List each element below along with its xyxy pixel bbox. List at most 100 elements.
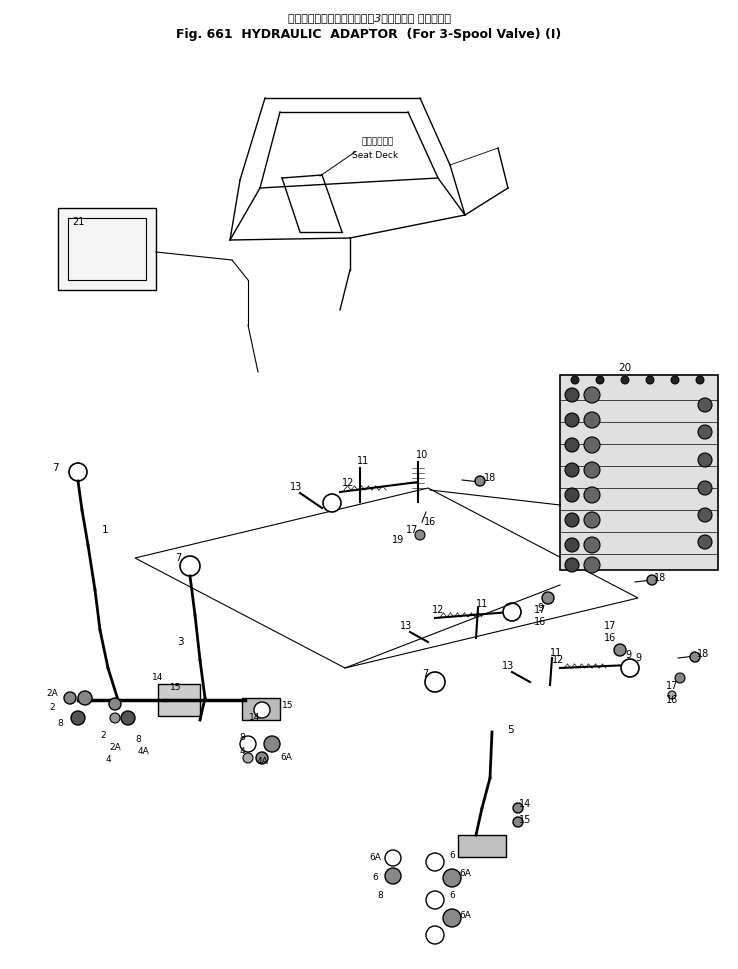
Circle shape — [69, 463, 87, 481]
Text: 9: 9 — [635, 653, 641, 663]
Circle shape — [180, 556, 200, 576]
Text: 17: 17 — [406, 525, 418, 535]
Text: 2A: 2A — [46, 689, 58, 698]
Text: 18: 18 — [484, 473, 496, 483]
Text: 17: 17 — [534, 605, 546, 615]
Circle shape — [565, 463, 579, 477]
Circle shape — [513, 817, 523, 827]
Bar — [68, 218, 146, 280]
Text: 15: 15 — [519, 815, 531, 825]
Text: 12: 12 — [342, 478, 354, 488]
Circle shape — [565, 388, 579, 402]
Circle shape — [668, 691, 676, 699]
Text: 9: 9 — [625, 650, 631, 660]
Circle shape — [71, 711, 85, 725]
Text: 17: 17 — [666, 681, 678, 691]
Circle shape — [647, 575, 657, 585]
Circle shape — [696, 376, 704, 384]
Circle shape — [646, 376, 654, 384]
Text: 6A: 6A — [369, 854, 381, 862]
Text: 14: 14 — [249, 713, 261, 723]
Text: 16: 16 — [666, 695, 678, 705]
Text: 13: 13 — [400, 621, 412, 631]
Circle shape — [698, 535, 712, 549]
Circle shape — [565, 488, 579, 502]
Circle shape — [254, 702, 270, 718]
Circle shape — [565, 513, 579, 527]
Text: 3: 3 — [176, 637, 183, 647]
Text: 6A: 6A — [459, 868, 471, 878]
Circle shape — [385, 868, 401, 884]
Circle shape — [698, 453, 712, 467]
Text: シートデッキ: シートデッキ — [362, 138, 394, 146]
Circle shape — [503, 603, 521, 621]
Circle shape — [426, 853, 444, 871]
Circle shape — [584, 537, 600, 553]
Circle shape — [584, 512, 600, 528]
Text: 21: 21 — [72, 217, 84, 227]
Circle shape — [426, 891, 444, 909]
Bar — [560, 375, 718, 570]
Circle shape — [571, 376, 579, 384]
Circle shape — [698, 425, 712, 439]
Text: 4: 4 — [239, 747, 245, 757]
Circle shape — [78, 691, 92, 705]
Circle shape — [243, 753, 253, 763]
Text: 7: 7 — [52, 463, 58, 473]
Text: 17: 17 — [604, 621, 616, 631]
Text: 6: 6 — [449, 851, 455, 860]
Text: 5: 5 — [507, 725, 514, 735]
Text: 7: 7 — [422, 669, 428, 679]
Text: 1: 1 — [102, 525, 108, 535]
Text: 2: 2 — [49, 703, 55, 711]
Text: 8: 8 — [239, 734, 245, 742]
Circle shape — [542, 592, 554, 604]
Text: 4A: 4A — [256, 758, 268, 766]
Text: 6A: 6A — [280, 754, 292, 763]
Circle shape — [698, 481, 712, 495]
Text: 13: 13 — [290, 482, 302, 492]
Bar — [58, 208, 156, 290]
Circle shape — [565, 438, 579, 452]
Text: 16: 16 — [534, 617, 546, 627]
Text: 16: 16 — [424, 517, 436, 527]
Circle shape — [426, 926, 444, 944]
Text: ハイドロリックアダプタ　（3　スプール バルブ用）: ハイドロリックアダプタ （3 スプール バルブ用） — [288, 13, 450, 23]
Text: 8: 8 — [57, 720, 63, 729]
Text: 7: 7 — [175, 553, 181, 563]
Text: 18: 18 — [654, 573, 666, 583]
Circle shape — [698, 398, 712, 412]
Text: 11: 11 — [550, 648, 562, 658]
Circle shape — [584, 487, 600, 503]
Text: 16: 16 — [604, 633, 616, 643]
Circle shape — [584, 412, 600, 428]
Circle shape — [596, 376, 604, 384]
Circle shape — [565, 558, 579, 572]
Text: 6A: 6A — [459, 911, 471, 920]
Text: 9: 9 — [537, 603, 543, 613]
Text: Seat Deck: Seat Deck — [352, 150, 398, 160]
Circle shape — [584, 557, 600, 573]
Circle shape — [584, 462, 600, 478]
Text: 8: 8 — [135, 735, 141, 744]
Circle shape — [621, 376, 629, 384]
Circle shape — [385, 850, 401, 866]
Text: 11: 11 — [357, 456, 369, 466]
Circle shape — [690, 652, 700, 662]
Circle shape — [109, 698, 121, 710]
Circle shape — [614, 644, 626, 656]
Bar — [458, 835, 506, 857]
Bar — [242, 698, 280, 720]
Text: 13: 13 — [502, 661, 514, 671]
Text: 20: 20 — [618, 363, 632, 373]
Circle shape — [240, 736, 256, 752]
Circle shape — [443, 909, 461, 927]
Text: 6: 6 — [449, 891, 455, 899]
Text: 18: 18 — [697, 649, 709, 659]
Text: 4A: 4A — [137, 747, 149, 757]
Circle shape — [475, 476, 485, 486]
Text: 10: 10 — [416, 450, 428, 460]
Circle shape — [64, 692, 76, 704]
Text: 4: 4 — [106, 756, 111, 765]
Text: 11: 11 — [476, 599, 488, 609]
